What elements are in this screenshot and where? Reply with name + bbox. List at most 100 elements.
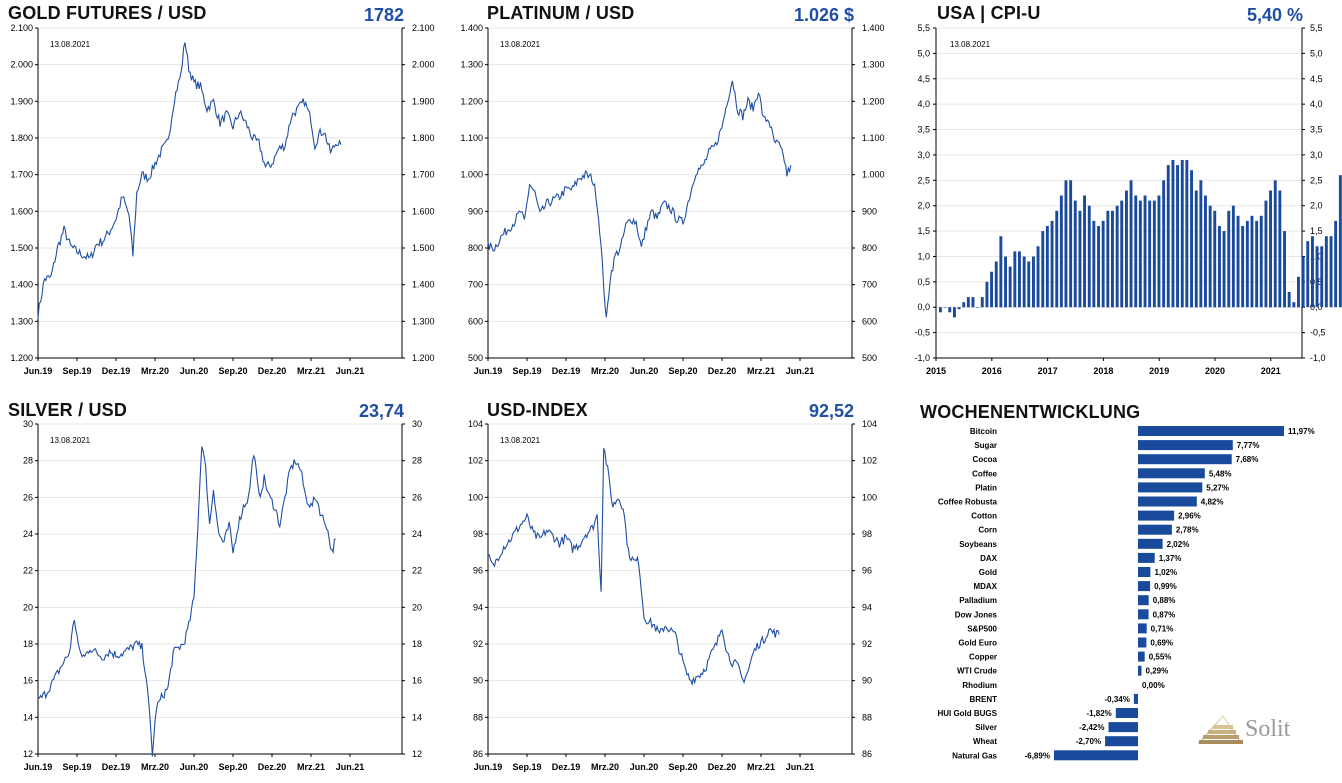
cpi-bar (1222, 231, 1226, 308)
category-label: Silver (975, 723, 997, 732)
category-label: DAX (980, 554, 998, 563)
cpi-bar (1111, 210, 1114, 308)
category-label: Gold Euro (958, 639, 997, 648)
y-tick-label-right: 1.900 (412, 96, 435, 106)
y-tick-label-right: 26 (412, 492, 422, 502)
performance-bar (1138, 468, 1205, 479)
value-label: -0,34% (1104, 695, 1129, 704)
cpi-bar (1120, 200, 1124, 308)
performance-bar (1133, 693, 1138, 704)
cpi-bar (948, 307, 952, 313)
performance-bar (1138, 510, 1175, 521)
cpi-bar (1259, 215, 1263, 308)
cpi-bar (1176, 165, 1179, 308)
y-tick-label-left: 14 (23, 712, 33, 722)
cpi-bar (1157, 195, 1161, 308)
y-tick-label-left: 1,0 (917, 251, 930, 261)
value-label: 2,96% (1178, 512, 1201, 521)
x-tick-label: Mrz.21 (297, 366, 325, 376)
x-tick-label: Dez.20 (708, 762, 737, 772)
y-tick-label-left: 96 (473, 566, 483, 576)
cpi-bar (1264, 200, 1268, 308)
category-label: Bitcoin (970, 427, 997, 436)
cpi-bar (1292, 302, 1296, 308)
chart-date-label: 13.08.2021 (50, 40, 91, 49)
y-tick-label-right: 88 (862, 712, 872, 722)
cpi-bar (1269, 190, 1272, 308)
performance-bar (1138, 538, 1163, 549)
y-tick-label-left: 1.800 (10, 133, 33, 143)
y-tick-label-right: 1.100 (862, 133, 885, 143)
x-tick-label: Jun.19 (474, 366, 503, 376)
category-label: Natural Gas (952, 751, 997, 760)
category-label: Gold (979, 568, 997, 577)
y-tick-label-left: 104 (468, 419, 483, 429)
x-tick-label: Dez.20 (708, 366, 737, 376)
x-tick-label: 2017 (1038, 366, 1058, 376)
x-tick-label: Mrz.20 (591, 762, 619, 772)
usd-index-current-value: 92,52 (808, 401, 854, 421)
y-tick-label-right: 800 (862, 243, 877, 253)
cpi-bar (1324, 236, 1328, 308)
y-tick-label-left: 1.400 (460, 23, 483, 33)
y-tick-label-left: 500 (468, 353, 483, 363)
chart-date-label: 13.08.2021 (950, 40, 991, 49)
performance-bar (1138, 637, 1147, 648)
cpi-chart-title: USA | CPI-U (937, 3, 1041, 23)
x-tick-label: Dez.20 (258, 366, 287, 376)
performance-bar (1138, 426, 1284, 436)
y-tick-label-right: 3,0 (1310, 150, 1323, 160)
x-tick-label: Dez.19 (552, 762, 581, 772)
value-label: 0,71% (1151, 624, 1174, 633)
x-tick-label: 2020 (1205, 366, 1225, 376)
cpi-bar (999, 236, 1003, 308)
y-tick-label-left: 1.300 (460, 60, 483, 70)
value-label: 2,78% (1176, 526, 1199, 535)
performance-bar (1138, 651, 1145, 662)
x-tick-label: Sep.20 (668, 366, 697, 376)
performance-bar (1138, 595, 1149, 606)
category-label: S&P500 (967, 624, 997, 633)
y-tick-label-left: 2.100 (10, 23, 33, 33)
category-label: WTI Crude (957, 667, 998, 676)
value-label: 0,87% (1153, 610, 1176, 619)
x-tick-label: Sep.19 (512, 762, 541, 772)
x-tick-label: 2016 (982, 366, 1002, 376)
cpi-bar (1329, 236, 1333, 308)
cpi-bar (957, 307, 961, 310)
cpi-bar (1013, 251, 1017, 308)
value-label: 4,82% (1201, 498, 1224, 507)
y-tick-label-left: 1.100 (460, 133, 483, 143)
usd-index-chart: 86 86 88 88 90 90 92 92 94 94 96 96 98 98 100 100 102 102… (468, 419, 877, 772)
value-label: 0,69% (1150, 639, 1173, 648)
price-series-line (487, 447, 780, 687)
x-tick-label: Jun.21 (786, 762, 815, 772)
cpi-bar (1241, 226, 1245, 308)
y-tick-label-left: 1.700 (10, 170, 33, 180)
performance-bar (1105, 736, 1138, 747)
x-tick-label: Jun.20 (180, 366, 209, 376)
cpi-bar (962, 302, 966, 308)
x-tick-label: 2018 (1093, 366, 1113, 376)
y-tick-label-right: 94 (862, 602, 872, 612)
gold-current-value: 1782 (363, 5, 404, 25)
y-tick-label-left: 26 (23, 492, 33, 502)
y-tick-label-right: -0,5 (1310, 328, 1326, 338)
category-label: Palladium (959, 596, 997, 605)
cpi-bar (1297, 276, 1300, 308)
value-label: 0,88% (1153, 596, 1176, 605)
cpi-bar (1041, 231, 1045, 308)
cpi-bar (1125, 190, 1128, 308)
cpi-bar (1162, 180, 1166, 308)
value-label: 5,27% (1206, 483, 1229, 492)
cpi-bar (1018, 251, 1021, 308)
y-tick-label-right: 92 (862, 639, 872, 649)
cpi-bar (1069, 180, 1073, 308)
y-tick-label-right: 96 (862, 566, 872, 576)
category-label: Dow Jones (955, 610, 998, 619)
y-tick-label-right: 2,0 (1310, 201, 1323, 211)
weekly-performance-chart: Bitcoin 11,97% Sugar 7,77% Cocoa 7,68% Coffee 5… (937, 426, 1315, 761)
category-label: Platin (975, 483, 997, 492)
performance-bar (1138, 440, 1233, 451)
performance-bar (1138, 623, 1147, 634)
